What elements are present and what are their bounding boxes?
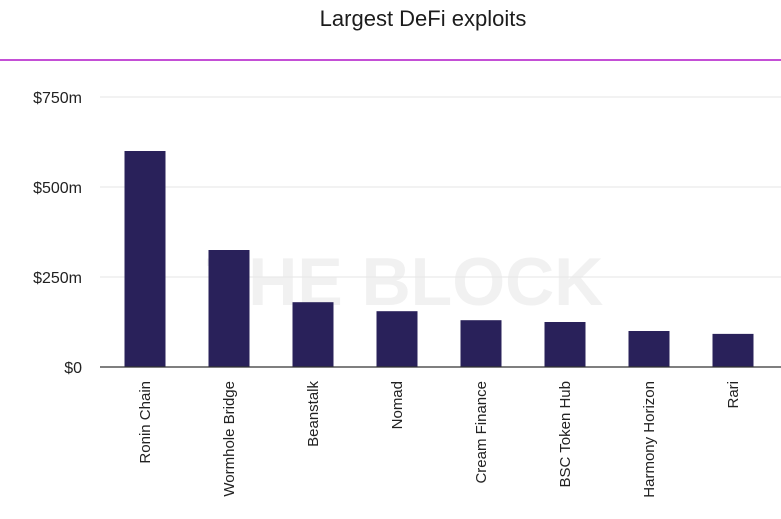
bar-3 bbox=[292, 302, 334, 367]
bar-8 bbox=[712, 333, 754, 367]
y-tick-label: $0 bbox=[64, 360, 82, 377]
chart-title: Largest DeFi exploits bbox=[319, 6, 527, 31]
y-tick-label: $500m bbox=[33, 180, 82, 197]
x-tick-label: Beanstalk bbox=[305, 381, 322, 447]
bar-4 bbox=[376, 311, 418, 367]
x-tick-label: Rari bbox=[725, 381, 742, 409]
watermark-text: THE BLOCK bbox=[207, 244, 604, 320]
x-tick-label: Cream Finance bbox=[473, 381, 490, 484]
y-tick-label: $250m bbox=[33, 270, 82, 287]
bar-5 bbox=[460, 320, 502, 367]
bar-1 bbox=[124, 151, 166, 367]
bar-6 bbox=[544, 322, 586, 367]
x-tick-label: Nomad bbox=[389, 381, 406, 429]
x-tick-label: Harmony Horizon bbox=[641, 381, 658, 498]
x-tick-label: Ronin Chain bbox=[137, 381, 154, 464]
x-tick-label: BSC Token Hub bbox=[557, 381, 574, 487]
bar-2 bbox=[208, 250, 250, 367]
y-tick-label: $750m bbox=[33, 90, 82, 107]
title-divider bbox=[0, 59, 781, 61]
bar-7 bbox=[628, 331, 670, 367]
x-tick-label: Wormhole Bridge bbox=[221, 381, 238, 497]
